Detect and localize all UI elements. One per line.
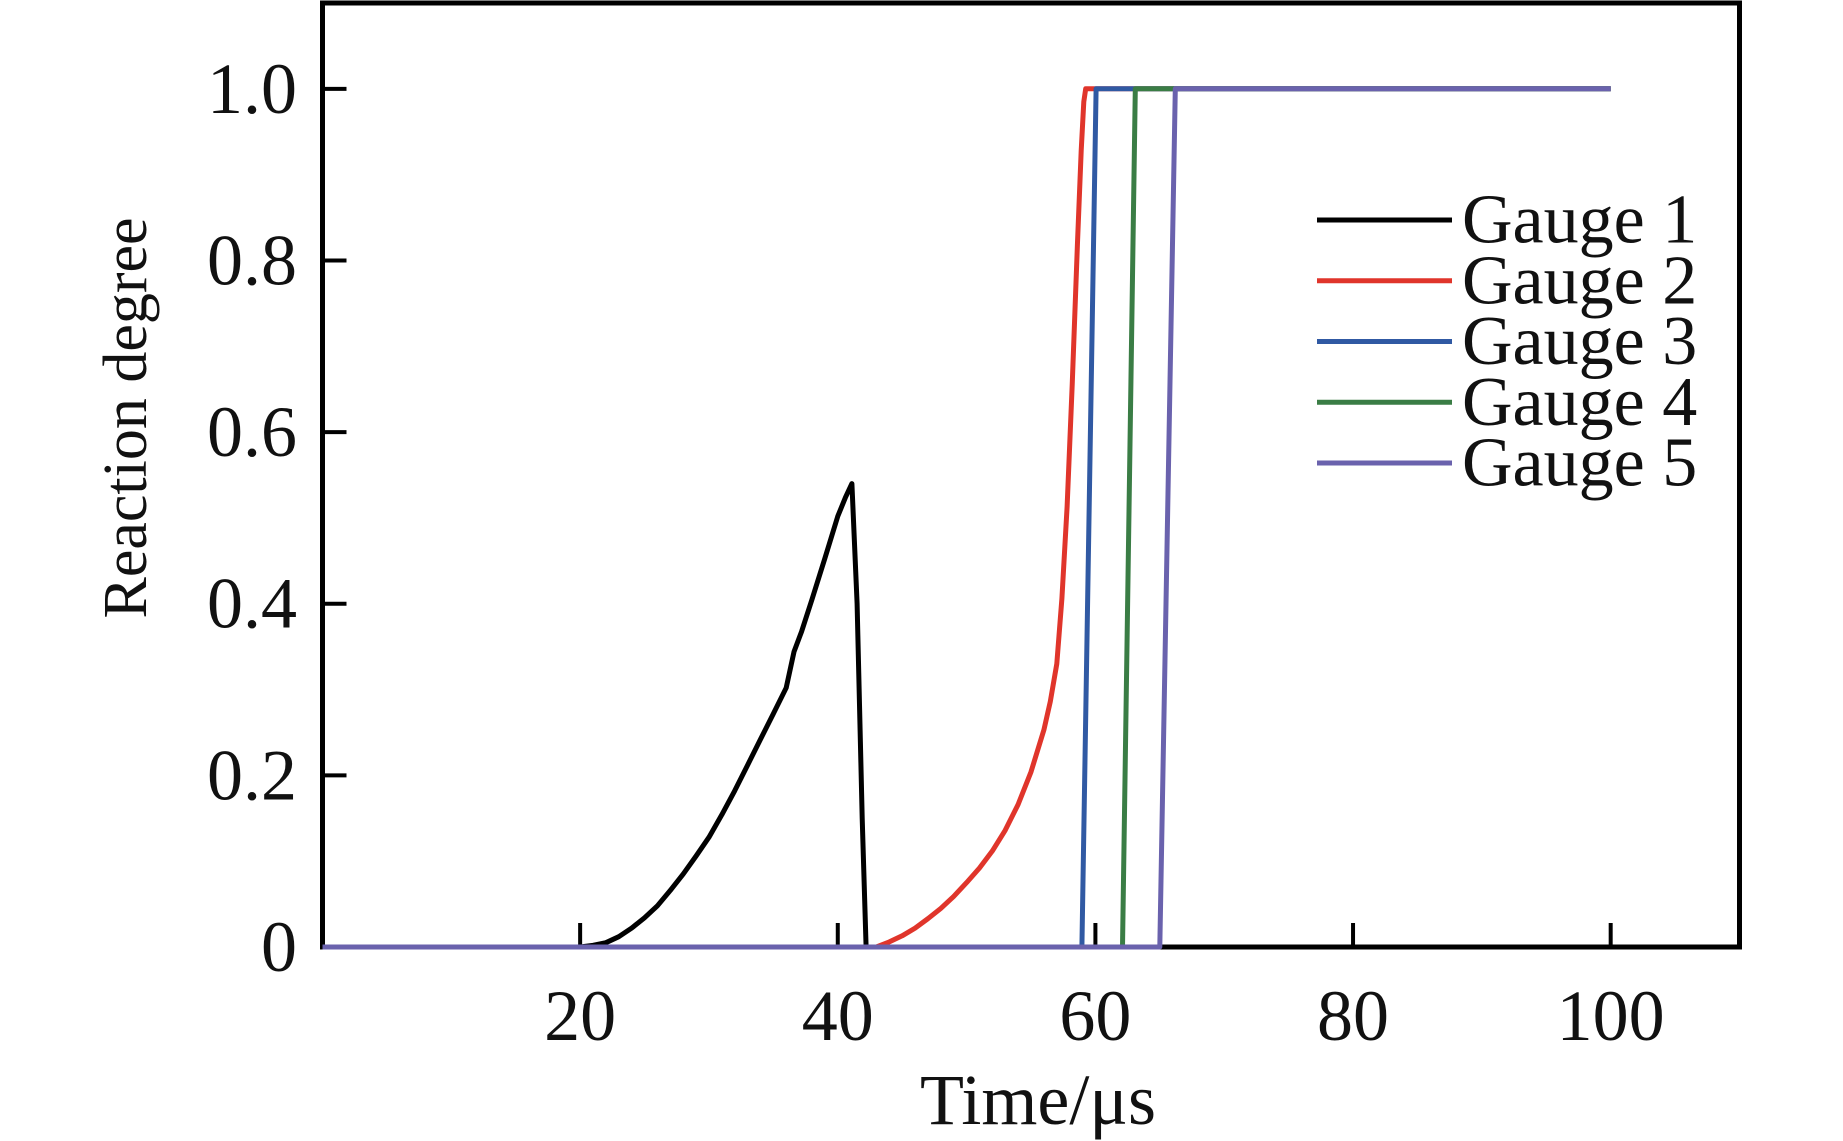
x-tick-label: 40 [802,976,874,1056]
y-tick-label: 0.2 [207,735,297,815]
x-tick-label: 60 [1059,976,1131,1056]
y-tick-label: 0.4 [207,564,297,644]
y-axis-title: Reaction degree [92,217,160,618]
y-tick-label: 1.0 [207,49,297,129]
legend-label-1: Gauge 1 [1462,182,1697,259]
legend-label-3: Gauge 3 [1462,303,1697,380]
axis-ticks [324,86,1613,949]
y-tick-label: 0 [261,907,297,987]
series-line-gauge-1 [322,481,1611,950]
x-tick-label: 100 [1557,976,1665,1056]
legend-label-2: Gauge 2 [1462,242,1697,319]
x-axis-title: Time/μs [920,1060,1156,1140]
y-tick-label: 0.6 [207,392,297,472]
y-tick-label: 0.8 [207,220,297,300]
legend-label-5: Gauge 5 [1462,425,1697,502]
axis-tick-labels: 20 40 60 80 100 0 0.2 0.4 0.6 0.8 1.0 [207,49,1665,1056]
series-line-gauge-2 [322,86,1611,950]
data-series [322,86,1611,950]
x-tick-label: 20 [544,976,616,1056]
series-line-gauge-5 [322,86,1611,950]
x-tick-label: 80 [1317,976,1389,1056]
legend-label-4: Gauge 4 [1462,364,1697,441]
